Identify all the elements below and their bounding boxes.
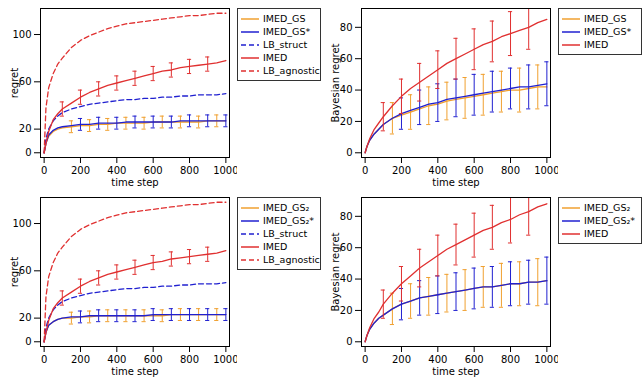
svg-text:200: 200 <box>392 354 411 365</box>
svg-text:0: 0 <box>362 354 368 365</box>
html-text:LB_agnostic: LB_agnostic <box>263 254 320 265</box>
svg-text:100: 100 <box>12 218 31 229</box>
svg-text:600: 600 <box>144 354 163 365</box>
html-text:IMED_GS₂*: IMED_GS₂* <box>584 215 635 226</box>
svg-text:1000: 1000 <box>213 354 237 365</box>
html-text:IMED_GS₂: IMED_GS₂ <box>263 202 310 213</box>
svg-text:0: 0 <box>362 165 368 176</box>
html-text:IMED_GS₂*: IMED_GS₂* <box>263 215 314 226</box>
svg-text:600: 600 <box>144 165 163 176</box>
svg-text:20: 20 <box>340 305 353 316</box>
svg-text:time step: time step <box>432 177 479 188</box>
svg-text:600: 600 <box>465 354 484 365</box>
html-text:IMED_GS*: IMED_GS* <box>263 26 311 37</box>
svg-text:200: 200 <box>392 165 411 176</box>
svg-text:400: 400 <box>428 165 447 176</box>
svg-text:60: 60 <box>340 53 353 64</box>
html-text:IMED_GS: IMED_GS <box>263 13 306 24</box>
svg-text:time step: time step <box>111 177 158 188</box>
svg-text:Bayesian regret: Bayesian regret <box>330 232 341 311</box>
svg-text:800: 800 <box>180 354 199 365</box>
html-text:LB_struct: LB_struct <box>263 228 308 239</box>
svg-text:0: 0 <box>41 165 47 176</box>
svg-text:regret: regret <box>9 68 20 98</box>
svg-text:200: 200 <box>71 354 90 365</box>
svg-text:0: 0 <box>346 147 352 158</box>
html-text:IMED_GS: IMED_GS <box>584 13 627 24</box>
svg-text:regret: regret <box>9 257 20 287</box>
svg-text:40: 40 <box>340 84 353 95</box>
svg-text:60: 60 <box>340 242 353 253</box>
svg-text:400: 400 <box>107 165 126 176</box>
html-text:LB_agnostic: LB_agnostic <box>263 65 320 76</box>
svg-text:20: 20 <box>19 312 32 323</box>
svg-text:0: 0 <box>25 147 31 158</box>
svg-text:Bayesian regret: Bayesian regret <box>330 43 341 122</box>
svg-text:800: 800 <box>501 165 520 176</box>
html-text:IMED: IMED <box>263 52 288 63</box>
svg-text:40: 40 <box>340 273 353 284</box>
html-text:IMED: IMED <box>263 241 288 252</box>
html-text:IMED_GS*: IMED_GS* <box>584 26 632 37</box>
svg-text:20: 20 <box>19 123 32 134</box>
svg-text:400: 400 <box>428 354 447 365</box>
svg-text:60: 60 <box>19 76 32 87</box>
svg-text:1000: 1000 <box>534 165 558 176</box>
svg-text:100: 100 <box>12 29 31 40</box>
svg-text:600: 600 <box>465 165 484 176</box>
svg-text:0: 0 <box>41 354 47 365</box>
svg-text:20: 20 <box>340 116 353 127</box>
svg-text:1000: 1000 <box>534 354 558 365</box>
svg-text:200: 200 <box>71 165 90 176</box>
svg-text:80: 80 <box>340 22 353 33</box>
svg-text:0: 0 <box>346 336 352 347</box>
svg-text:80: 80 <box>340 211 353 222</box>
html-text:IMED_GS₂: IMED_GS₂ <box>584 202 631 213</box>
html-text:IMED: IMED <box>584 39 609 50</box>
svg-text:60: 60 <box>19 265 32 276</box>
svg-text:time step: time step <box>111 366 158 377</box>
svg-text:800: 800 <box>501 354 520 365</box>
svg-text:400: 400 <box>107 354 126 365</box>
svg-text:1000: 1000 <box>213 165 237 176</box>
svg-text:time step: time step <box>432 366 479 377</box>
html-text:LB_struct: LB_struct <box>263 39 308 50</box>
svg-text:800: 800 <box>180 165 199 176</box>
html-text:IMED: IMED <box>584 228 609 239</box>
svg-text:0: 0 <box>25 336 31 347</box>
